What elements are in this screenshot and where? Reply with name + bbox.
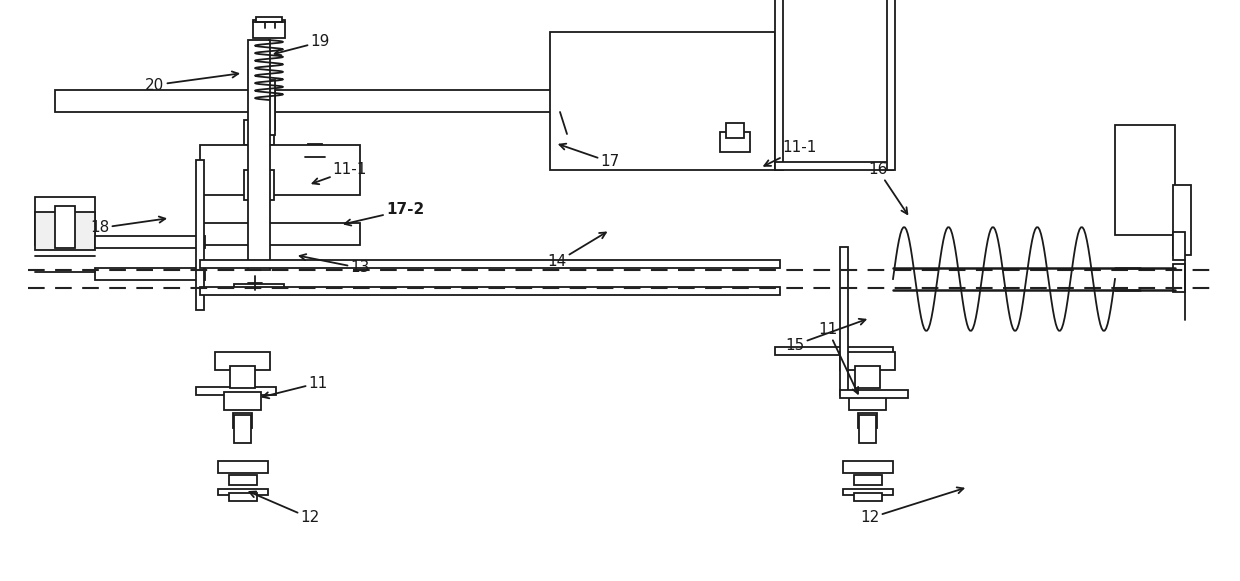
Bar <box>1115 125 1176 235</box>
Bar <box>95 236 205 248</box>
Bar <box>55 90 565 112</box>
Bar <box>1173 264 1185 292</box>
Text: 13: 13 <box>300 254 370 275</box>
Bar <box>263 80 275 135</box>
Bar <box>839 247 848 395</box>
Bar <box>229 493 257 501</box>
Bar <box>234 415 250 443</box>
Bar <box>233 413 252 428</box>
Bar <box>244 152 294 170</box>
Bar <box>839 352 895 370</box>
Bar <box>1173 232 1185 260</box>
Bar <box>843 461 893 473</box>
Text: 17: 17 <box>559 144 620 170</box>
Bar <box>253 100 285 103</box>
Bar <box>244 120 274 145</box>
Bar <box>229 366 255 388</box>
Text: 19: 19 <box>274 34 330 55</box>
Bar <box>200 145 360 195</box>
Bar <box>244 170 274 200</box>
Bar <box>856 366 880 388</box>
Text: 11-1: 11-1 <box>764 141 817 166</box>
Bar <box>224 392 260 410</box>
Text: 18: 18 <box>91 217 165 235</box>
Bar <box>839 390 908 398</box>
Bar <box>95 268 205 280</box>
Text: 17-2: 17-2 <box>345 203 424 225</box>
Bar <box>35 212 95 250</box>
Bar <box>858 413 877 428</box>
Bar <box>720 132 750 152</box>
Bar <box>229 475 257 485</box>
Bar <box>1173 185 1190 255</box>
Bar <box>308 144 322 157</box>
Bar <box>843 489 893 495</box>
Bar <box>854 493 882 501</box>
Bar <box>200 260 780 268</box>
Bar <box>859 415 875 443</box>
Bar <box>854 475 882 485</box>
Text: 16: 16 <box>868 163 908 214</box>
Bar <box>775 0 782 170</box>
Bar <box>234 284 284 292</box>
Bar <box>253 20 285 38</box>
Bar <box>263 87 275 105</box>
Bar <box>215 352 270 370</box>
Bar <box>775 347 893 355</box>
Bar <box>200 223 360 245</box>
Bar <box>55 206 74 248</box>
Bar <box>305 155 325 170</box>
Text: 11: 11 <box>263 375 327 399</box>
Bar <box>725 123 744 138</box>
Text: 15: 15 <box>785 319 866 353</box>
Bar <box>249 145 269 195</box>
Bar <box>255 17 281 22</box>
Bar <box>263 90 275 112</box>
Bar <box>200 287 780 295</box>
Text: 12: 12 <box>861 487 963 525</box>
Bar <box>263 110 275 130</box>
Bar <box>35 197 95 245</box>
Bar <box>196 387 277 395</box>
Bar <box>849 392 887 410</box>
Bar <box>887 0 895 170</box>
Text: 12: 12 <box>249 492 320 525</box>
Bar <box>253 98 285 106</box>
Bar <box>551 32 775 170</box>
Text: 11: 11 <box>818 322 858 394</box>
Bar <box>218 489 268 495</box>
Text: 11-1: 11-1 <box>312 163 367 184</box>
Bar <box>775 162 893 170</box>
Text: 20: 20 <box>145 71 238 92</box>
Bar <box>248 40 270 270</box>
Bar <box>196 160 205 310</box>
Text: 14: 14 <box>547 232 606 270</box>
Bar <box>249 119 269 132</box>
Bar <box>218 461 268 473</box>
